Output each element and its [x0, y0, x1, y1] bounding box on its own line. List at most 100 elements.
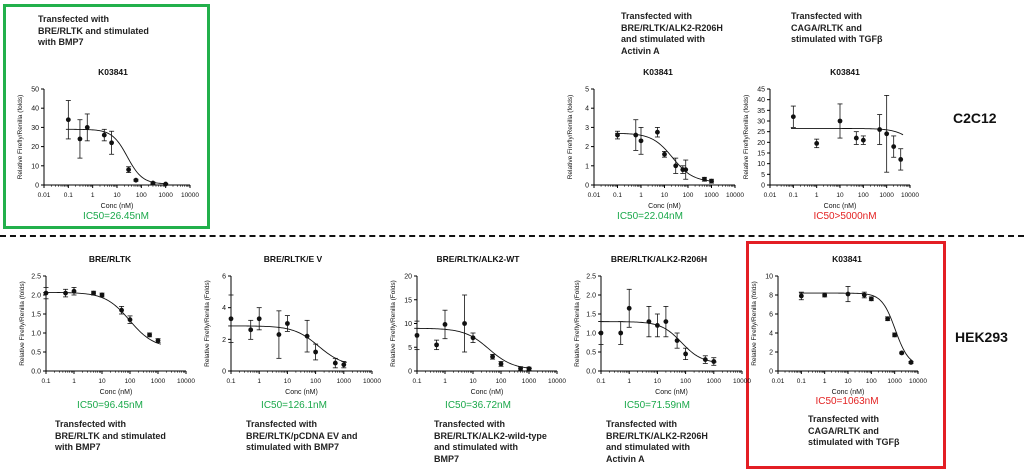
data-point: [790, 114, 796, 120]
ic50-label: IC50=36.72nM: [445, 400, 511, 411]
data-point: [127, 317, 133, 323]
fit-curve: [799, 292, 914, 362]
x-tick-label: 100: [496, 378, 507, 385]
y-tick-label: 45: [757, 87, 765, 94]
y-tick-label: 0: [222, 369, 226, 376]
note-top-1: Transfected with BRE/RLTK and stimulated…: [38, 14, 149, 47]
data-point: [304, 333, 310, 339]
data-point: [470, 335, 476, 341]
note-bottom-3: Transfected with BRE/RLTK/ALK2-wild-type…: [434, 419, 547, 464]
x-axis-label: Conc (nM): [832, 389, 865, 396]
data-point: [285, 321, 290, 326]
ic50-label: IC50=96.45nM: [77, 400, 143, 411]
data-point: [683, 167, 689, 173]
note-bottom-2: Transfected with BRE/RLTK/pCDNA EV and s…: [246, 419, 358, 452]
data-point: [892, 332, 898, 338]
x-tick-label: 100: [683, 192, 694, 199]
data-point: [119, 307, 124, 313]
x-tick-label: 1000: [704, 192, 719, 199]
data-point: [526, 366, 532, 372]
data-point: [615, 132, 620, 138]
data-point: [65, 117, 71, 123]
data-point: [683, 351, 688, 357]
y-axis-label: Relative Firefly/Renilla (folds): [743, 95, 750, 180]
data-point: [711, 359, 717, 364]
x-tick-label: 0.1: [41, 378, 50, 385]
chart-2: 0 1 2 3 4 5 0.01 0.1 1 10 100 1000 10000 K03841 Conc (…: [567, 67, 744, 222]
chart-title: K03841: [830, 67, 860, 77]
y-tick-label: 3: [585, 125, 589, 132]
data-point: [155, 338, 161, 343]
data-point: [91, 290, 96, 296]
note-top-2: Transfected with BRE/RLTK/ALK2-R206H and…: [621, 11, 723, 56]
data-point: [256, 316, 262, 322]
data-point: [163, 181, 169, 187]
data-point: [43, 290, 49, 296]
chart-1: 0 10 20 30 40 50 0.01 0.1 1 10 100 1000 10000 K03841 C…: [17, 67, 199, 222]
ic50-label: IC50>5000nM: [813, 211, 876, 222]
data-point: [868, 296, 874, 302]
y-tick-label: 6: [222, 274, 226, 281]
y-axis-label: Relative Firefly/Renilla (folds): [751, 281, 758, 366]
y-tick-label: 4: [585, 106, 589, 113]
chart-5: 0 2 4 6 0.1 1 10 100 1000 10000 BRE/RLTK/E V Conc (…: [204, 254, 381, 411]
data-point: [84, 125, 90, 130]
y-tick-label: 50: [31, 87, 39, 94]
y-tick-label: 0.5: [586, 350, 596, 357]
x-tick-label: 10000: [177, 378, 195, 385]
x-tick-label: 100: [858, 192, 869, 199]
data-point: [633, 132, 639, 138]
y-axis-label: Relative Firefly/Renilla (Folds): [390, 280, 397, 367]
chart-8: 0 2 4 6 8 10 0.01 0.1 1 10 100 1000 10000 K03841 Conc …: [751, 254, 927, 407]
chart-title: BRE/RLTK/E V: [264, 254, 323, 264]
y-tick-label: 5: [585, 87, 589, 94]
y-tick-label: 2.0: [31, 293, 41, 300]
data-point: [702, 176, 707, 182]
x-tick-label: 10: [836, 192, 844, 199]
fit-curve: [43, 291, 161, 345]
chart-title: K03841: [832, 254, 862, 264]
y-tick-label: 20: [757, 140, 765, 147]
x-tick-label: 1: [823, 378, 827, 385]
data-point: [77, 136, 83, 142]
x-tick-label: 10: [661, 192, 669, 199]
x-tick-label: 1: [627, 378, 631, 385]
y-tick-label: 2: [769, 350, 773, 357]
x-axis-label: Conc (nM): [101, 203, 134, 210]
x-tick-label: 0.1: [789, 192, 798, 199]
data-point: [898, 157, 904, 162]
note-bottom-1: Transfected with BRE/RLTK and stimulated…: [55, 419, 166, 452]
x-tick-label: 100: [125, 378, 136, 385]
y-tick-label: 0.0: [586, 369, 596, 376]
data-point: [822, 292, 828, 298]
y-tick-label: 10: [31, 163, 39, 170]
note-top-3: Transfected with CAGA/RLTK and stimulate…: [791, 11, 883, 44]
x-tick-label: 10000: [901, 192, 919, 199]
y-tick-label: 25: [757, 129, 765, 136]
y-tick-label: 10: [404, 321, 412, 328]
x-tick-label: 1000: [158, 192, 173, 199]
y-tick-label: 1.5: [586, 312, 596, 319]
y-tick-label: 10: [757, 161, 765, 168]
data-point: [313, 349, 318, 355]
data-point: [147, 332, 152, 338]
chart-6: 0 5 10 15 20 0.1 1 10 100 1000 10000 BRE/RLTK/ALK2-…: [390, 254, 566, 411]
y-axis-label: Relative Firefly/Renilla (folds): [17, 95, 24, 180]
y-tick-label: 1: [585, 163, 589, 170]
data-point: [99, 292, 105, 298]
x-tick-label: 10: [654, 378, 662, 385]
y-tick-label: 4: [222, 305, 226, 312]
y-tick-label: 35: [757, 108, 765, 115]
x-axis-label: Conc (nM): [285, 389, 318, 396]
y-axis-label: Relative Firefly/Renilla (Folds): [204, 280, 211, 367]
x-tick-label: 1: [72, 378, 76, 385]
data-point: [228, 316, 234, 322]
x-tick-label: 100: [680, 378, 691, 385]
y-tick-label: 1.0: [586, 331, 596, 338]
x-tick-label: 0.1: [412, 378, 421, 385]
x-axis-label: Conc (nM): [824, 203, 857, 210]
data-point: [638, 138, 644, 144]
ic50-label: IC50=1063nM: [815, 396, 878, 407]
data-point: [248, 327, 254, 333]
data-point: [490, 354, 495, 360]
